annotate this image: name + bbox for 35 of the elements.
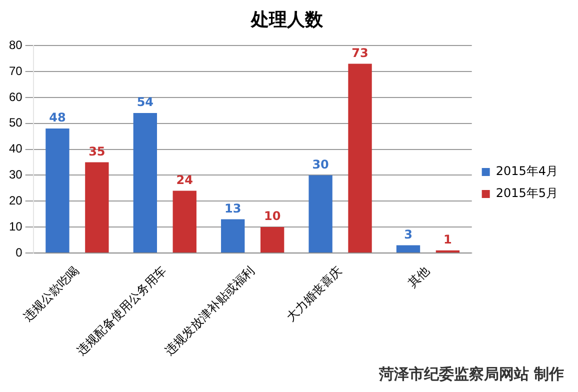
data-label: 30 [312, 157, 329, 172]
bar [221, 219, 245, 252]
bar [348, 64, 372, 252]
x-tick-label: 其他 [405, 263, 432, 290]
legend-label: 2015年5月 [496, 186, 558, 200]
data-label: 13 [224, 201, 242, 216]
y-tick-label: 80 [8, 38, 23, 52]
data-label: 24 [176, 172, 193, 187]
text: 菏泽市纪委监察局网站 制作 [378, 365, 564, 384]
bar [308, 175, 332, 252]
bar [46, 128, 70, 252]
legend-label: 2015年4月 [496, 164, 558, 178]
y-tick-label: 20 [8, 193, 23, 208]
data-label: 54 [136, 95, 154, 110]
y-tick-label: 60 [8, 90, 23, 104]
y-tick-label: 50 [8, 116, 23, 130]
bar [260, 227, 284, 252]
x-tick-label: 违规公款吃喝 [20, 263, 82, 324]
data-label: 1 [444, 232, 452, 246]
bar [396, 245, 420, 252]
bar [85, 162, 109, 252]
bar [172, 190, 196, 252]
data-label: 3 [404, 227, 412, 242]
x-tick-label: 大力婚丧喜庆 [284, 263, 345, 324]
y-tick-label: 30 [8, 168, 23, 182]
data-label: 73 [352, 46, 368, 60]
y-tick-label: 10 [8, 219, 23, 234]
y-tick-label: 0 [16, 245, 23, 260]
bar [133, 112, 157, 252]
data-label: 48 [49, 110, 66, 125]
data-label: 35 [88, 144, 106, 158]
chart-title: 处理人数 [250, 9, 324, 30]
y-tick-label: 40 [8, 142, 23, 156]
y-tick-label: 70 [8, 64, 23, 78]
data-label: 10 [264, 209, 281, 224]
